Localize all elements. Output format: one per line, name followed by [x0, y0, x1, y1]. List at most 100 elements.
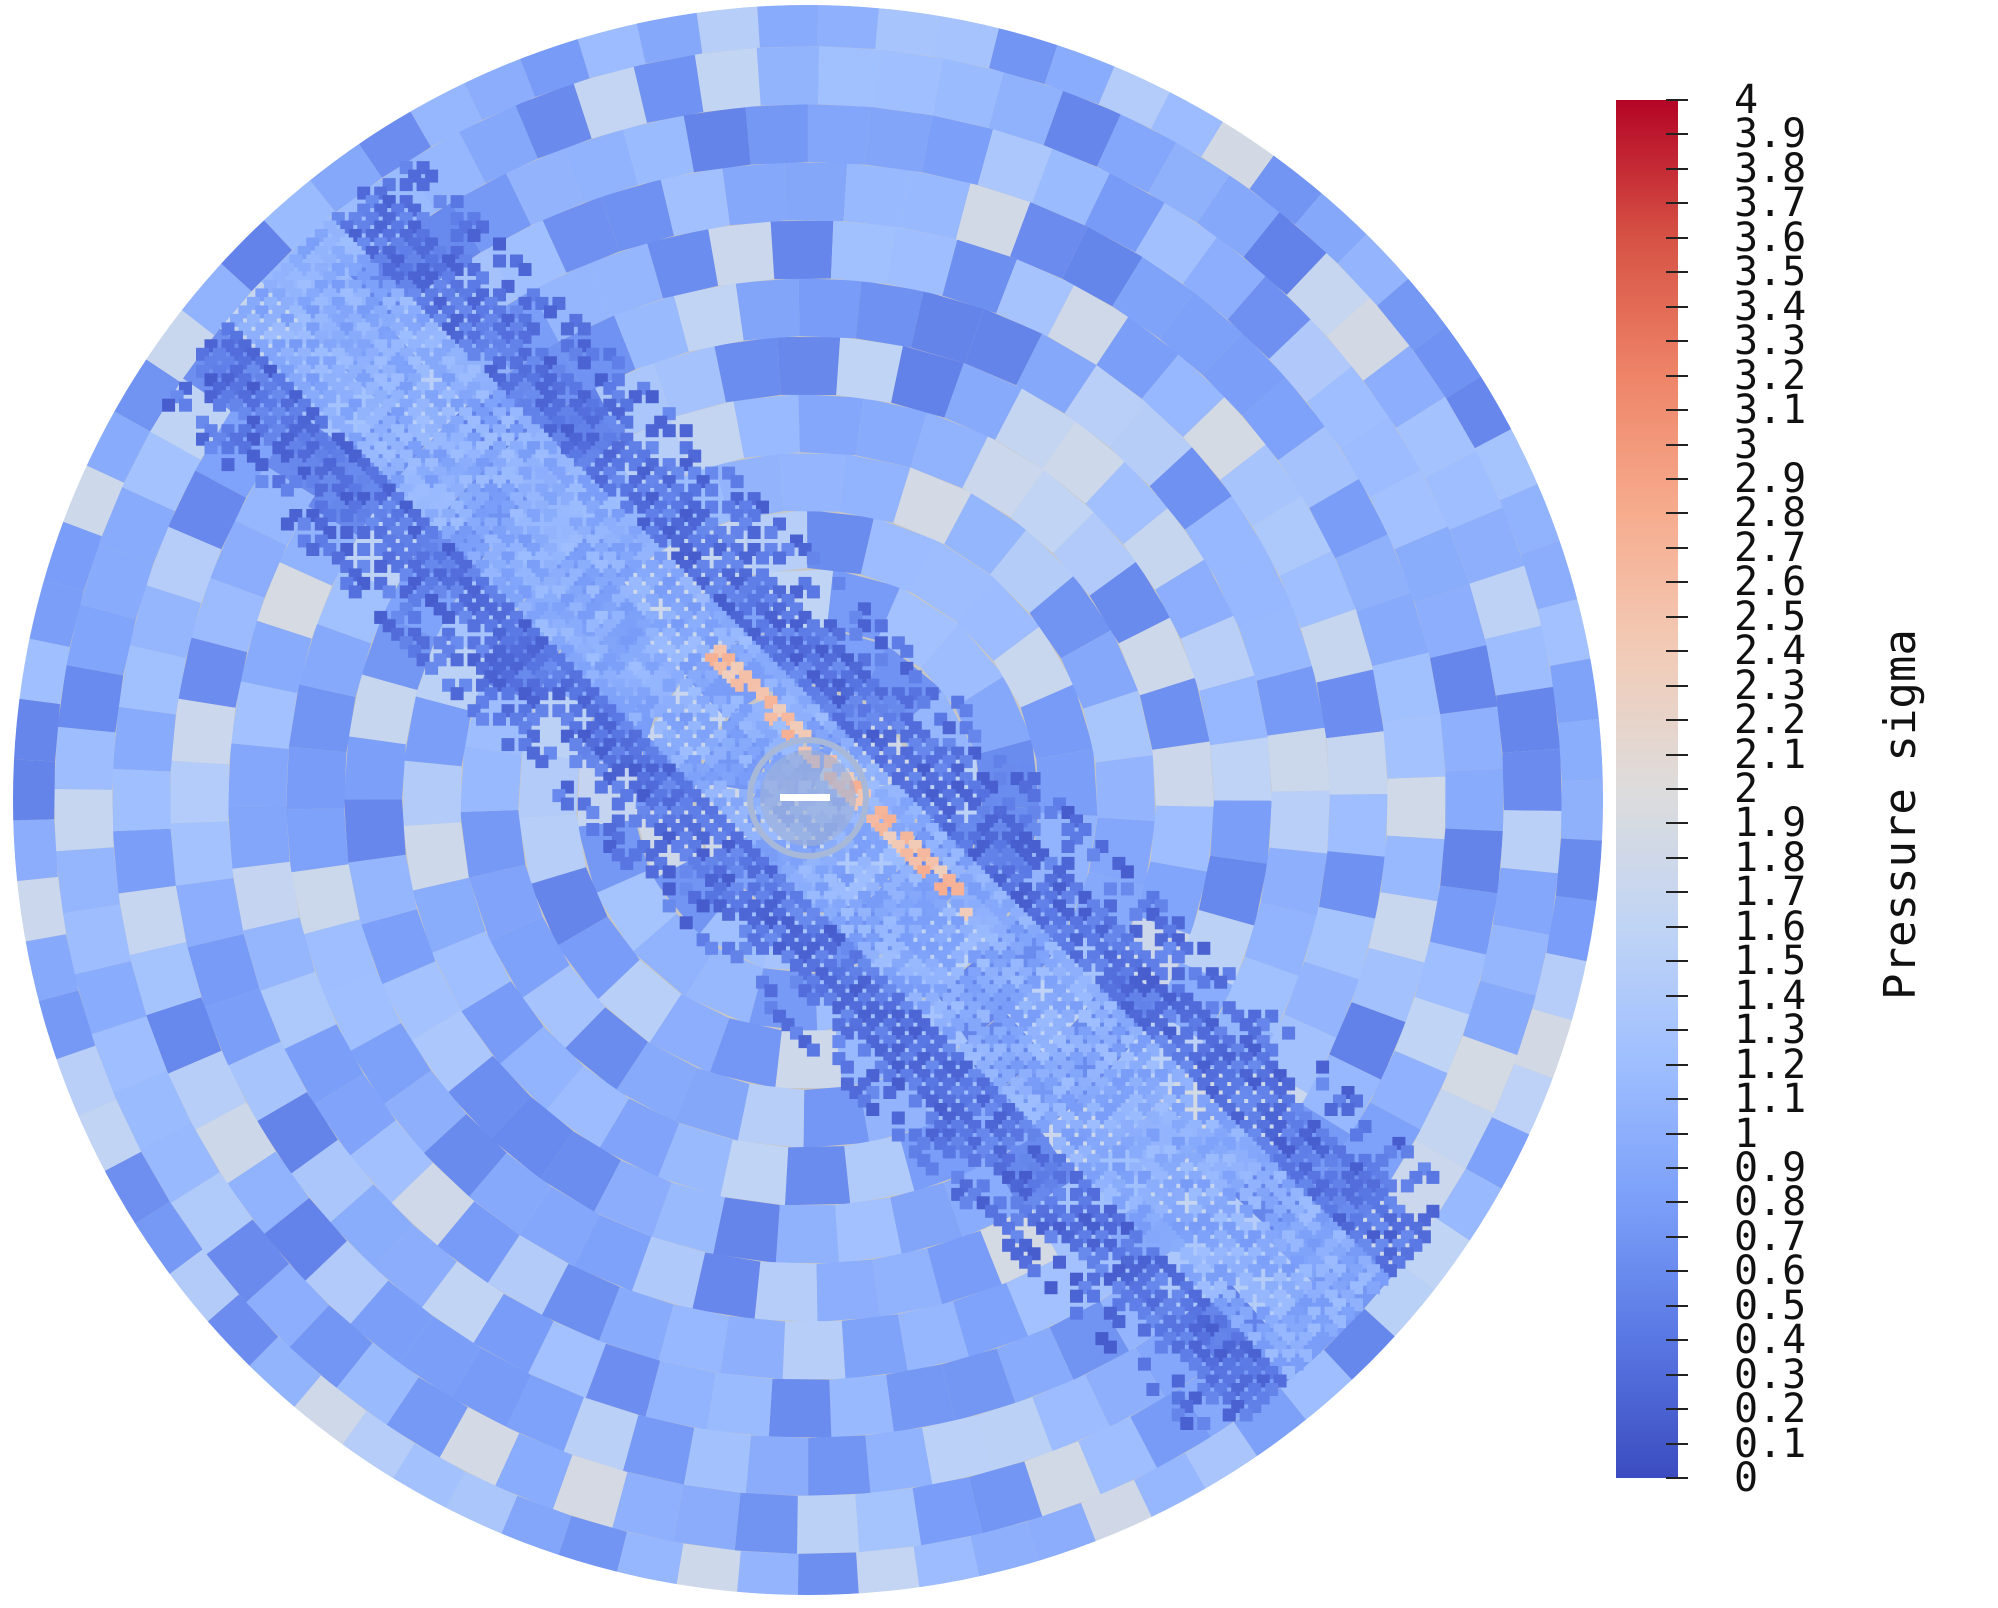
- band-cell: [756, 551, 769, 565]
- band-cell: [1239, 1408, 1253, 1422]
- band-cell: [1426, 1170, 1440, 1184]
- mesh-cell: [1558, 717, 1603, 781]
- band-cell: [773, 551, 786, 565]
- band-cell: [467, 229, 481, 242]
- mesh-cell: [495, 1433, 573, 1510]
- mesh-cell: [403, 696, 472, 767]
- mesh-cell: [469, 1152, 552, 1235]
- band-cell: [679, 424, 693, 438]
- mesh-cell: [1309, 478, 1389, 559]
- mesh-cell: [1135, 202, 1217, 284]
- mesh-cell: [890, 1182, 963, 1255]
- mesh-cell: [283, 1375, 367, 1459]
- mesh-cell: [839, 454, 911, 523]
- colorbar-tick-mark: [1666, 1304, 1688, 1307]
- mesh-cell: [1238, 606, 1313, 681]
- mesh-cell: [944, 363, 1022, 440]
- mesh-cell: [62, 904, 131, 975]
- mesh-cell: [531, 263, 610, 342]
- mesh-cell: [530, 867, 608, 946]
- mesh-cell: [1561, 779, 1603, 842]
- band-cell: [832, 576, 846, 590]
- band-cell: [908, 1094, 922, 1108]
- mesh-cell: [829, 1374, 894, 1438]
- mesh-cell: [756, 46, 819, 106]
- mesh-cell: [227, 1151, 310, 1234]
- band-cell: [1316, 1060, 1330, 1074]
- mesh-cell: [171, 698, 236, 765]
- band-cell: [1350, 1128, 1363, 1142]
- mesh-cell: [1550, 655, 1603, 724]
- mesh-cell: [499, 1026, 584, 1111]
- mesh-cell: [1382, 714, 1446, 779]
- mesh-cell: [1210, 737, 1272, 801]
- mesh-cell: [1085, 461, 1169, 545]
- mesh-cell: [1159, 292, 1243, 376]
- band-cell: [679, 865, 693, 879]
- mesh-cell: [921, 115, 994, 185]
- band-cell: [357, 543, 371, 556]
- mesh-cell: [745, 104, 808, 165]
- mesh-cell: [263, 1197, 347, 1281]
- mesh-cell: [305, 1241, 389, 1325]
- mesh-cell: [1351, 947, 1425, 1023]
- mesh-cell: [597, 959, 682, 1043]
- mesh-cell: [1197, 174, 1280, 258]
- band-cell: [806, 1043, 820, 1057]
- band-cell: [806, 585, 820, 599]
- mesh-cell: [1555, 838, 1603, 904]
- mesh-cell: [1385, 1140, 1466, 1222]
- colorbar-tick-mark: [1666, 1235, 1688, 1238]
- mesh-cell: [1252, 495, 1332, 576]
- band-cell: [968, 1153, 982, 1167]
- mesh-cell: [260, 971, 337, 1049]
- mesh-cell: [1480, 924, 1550, 996]
- band-cell: [280, 517, 294, 531]
- mesh-cell: [290, 1139, 374, 1223]
- band-cell: [1137, 1357, 1151, 1371]
- mesh-cell: [1326, 297, 1410, 381]
- mesh-cell: [1335, 534, 1412, 612]
- mesh-cell: [855, 397, 928, 468]
- body-slit: [780, 794, 830, 801]
- mesh-cell: [461, 981, 544, 1065]
- mesh-cell: [770, 220, 834, 280]
- band-cell: [891, 1111, 905, 1125]
- colorbar-tick-mark: [1666, 512, 1688, 515]
- mesh-cell: [1096, 114, 1177, 193]
- colorbar-tick-mark: [1666, 1201, 1688, 1204]
- mesh-cell: [344, 799, 406, 863]
- mesh-cell: [1180, 615, 1255, 691]
- band-cell: [662, 899, 676, 913]
- mesh-cell: [91, 1016, 167, 1093]
- mesh-cell: [599, 1098, 680, 1178]
- mesh-cell: [1198, 855, 1268, 926]
- mesh-cell: [1496, 686, 1561, 753]
- band-cell: [1171, 950, 1185, 964]
- mesh-cell: [112, 706, 176, 772]
- colorbar-tick-mark: [1666, 581, 1688, 584]
- mesh-cell: [330, 1184, 414, 1268]
- mesh-cell: [1244, 902, 1317, 977]
- band-cell: [874, 619, 888, 633]
- mesh-cell: [1394, 526, 1470, 603]
- colorbar-tick-mark: [1666, 443, 1688, 446]
- mesh-cell: [1500, 810, 1562, 874]
- band-cell: [908, 670, 922, 684]
- mesh-cell: [1368, 892, 1438, 963]
- colorbar-tick-mark: [1666, 133, 1688, 136]
- mesh-cell: [1441, 1035, 1518, 1113]
- mesh-cell: [964, 308, 1043, 386]
- band-cell: [399, 178, 413, 192]
- mesh-cell: [1242, 377, 1326, 461]
- mesh-cell: [349, 96, 431, 178]
- mesh-cell: [1306, 366, 1389, 449]
- mesh-cell: [735, 278, 800, 341]
- band-cell: [925, 1162, 939, 1176]
- mesh-cell: [1064, 365, 1147, 448]
- mesh-cell: [722, 162, 787, 226]
- mesh-cell: [1369, 470, 1448, 550]
- band-cell: [1070, 1289, 1083, 1303]
- mesh-cell: [552, 1454, 628, 1529]
- mesh-cell: [156, 1249, 239, 1333]
